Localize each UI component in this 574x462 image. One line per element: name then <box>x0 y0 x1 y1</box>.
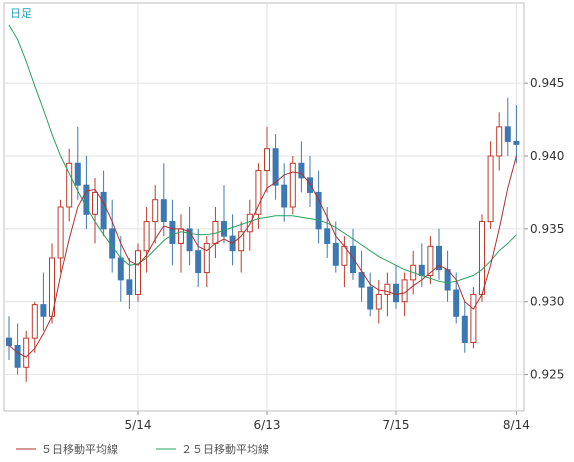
candle-body-down <box>418 264 425 276</box>
candle-body-up <box>487 155 494 223</box>
candle-body-up <box>246 213 253 233</box>
legend-label-ma25: ２５日移動平均線 <box>181 442 269 456</box>
candle-body-down <box>358 272 365 288</box>
period-label: 日足 <box>10 7 32 20</box>
plot-area <box>3 2 525 412</box>
candle-body-down <box>195 250 202 274</box>
legend: ５日移動平均線 ２５日移動平均線 <box>16 442 269 456</box>
candle-body-down <box>513 140 520 145</box>
ma25-line <box>8 24 517 284</box>
candle-body-down <box>298 162 305 179</box>
candle-body-down <box>461 315 468 344</box>
candle-body-down <box>444 269 451 291</box>
candle-body-up <box>470 293 477 344</box>
candle-body-up <box>178 228 184 244</box>
x-tick-label: 8/14 <box>503 418 530 432</box>
x-tick-label: 6/13 <box>254 418 281 432</box>
candle-body-down <box>281 184 288 208</box>
candle-body-down <box>324 228 331 244</box>
ma5-line <box>8 155 517 358</box>
candle-body-up <box>57 206 64 259</box>
candle-body-down <box>307 177 313 193</box>
candle-body-up <box>135 250 141 295</box>
candle-body-down <box>100 191 107 230</box>
y-tick-label: 0.930 <box>530 295 564 309</box>
candle-body-down <box>117 257 124 281</box>
candle-body-up <box>401 279 408 303</box>
candle-body-down <box>272 148 279 186</box>
candle-body-down <box>14 344 21 368</box>
candle-body-up <box>31 304 38 339</box>
candle-body-up <box>496 126 503 157</box>
candle-body-down <box>169 221 176 244</box>
candle-body-down <box>126 279 133 295</box>
candle-body-down <box>332 242 339 266</box>
candle-body-down <box>453 289 460 317</box>
y-tick-label: 0.945 <box>530 76 564 90</box>
candle-body-up <box>238 231 245 252</box>
y-tick-label: 0.925 <box>530 368 564 382</box>
candle-body-down <box>393 283 399 303</box>
moving-average-lines <box>8 24 517 358</box>
candle-body-down <box>350 245 356 274</box>
candle-body-up <box>264 148 270 172</box>
candle-body-up <box>66 162 73 208</box>
candle-body-down <box>504 126 511 142</box>
candle-body-down <box>436 245 442 271</box>
candle-body-up <box>203 242 210 274</box>
candle-body-down <box>74 162 81 186</box>
candle-body-down <box>160 199 167 223</box>
candle-body-up <box>375 293 382 310</box>
candle-body-down <box>186 228 193 252</box>
candle-body-down <box>315 191 322 230</box>
x-tick-label: 5/14 <box>125 418 152 432</box>
candle-body-down <box>6 337 12 346</box>
y-tick-label: 0.935 <box>530 222 564 236</box>
candle-body-down <box>40 304 47 317</box>
candle-body-down <box>83 184 90 215</box>
candle-body-up <box>152 199 159 223</box>
candle-body-up <box>427 245 434 276</box>
candle-body-up <box>479 221 485 295</box>
y-tick-label: 0.940 <box>530 149 564 163</box>
candle-body-up <box>143 221 150 252</box>
candle-body-up <box>255 170 262 215</box>
x-axis: 5/14 6/13 7/15 8/14 <box>125 411 530 432</box>
y-axis: 0.925 0.930 0.935 0.940 0.945 <box>524 76 564 382</box>
candle-body-up <box>23 337 30 368</box>
candle-body-down <box>221 221 227 237</box>
candle-body-up <box>92 191 98 215</box>
candle-body-up <box>384 283 391 295</box>
candle-body-up <box>289 162 296 208</box>
x-tick-label: 7/15 <box>383 418 410 432</box>
grid-lines <box>4 3 524 411</box>
legend-area <box>0 436 574 462</box>
legend-label-ma5: ５日移動平均線 <box>41 442 118 456</box>
candle-body-down <box>367 286 374 310</box>
